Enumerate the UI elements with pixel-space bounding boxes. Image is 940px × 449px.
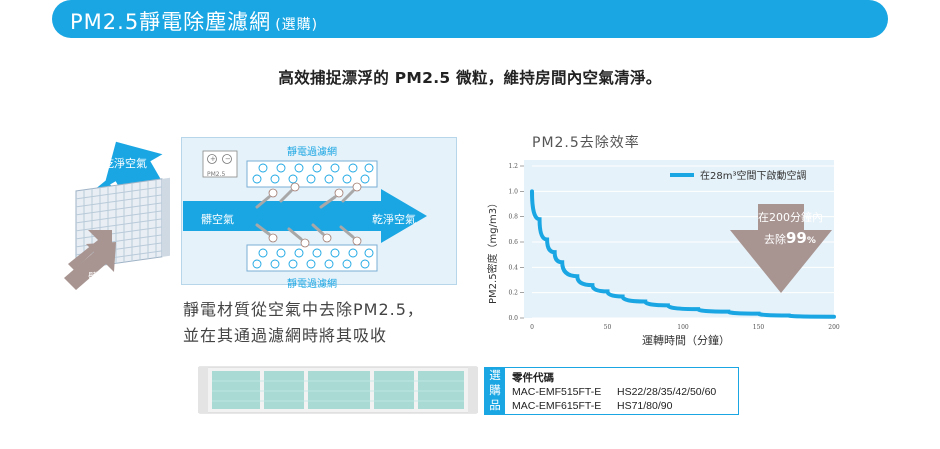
y-tick-label: 0.6	[508, 239, 518, 246]
headline: 高效捕捉漂浮的 PM2.5 微粒，維持房間內空氣清淨。	[278, 69, 662, 87]
left-clean-air-label: 乾淨空氣	[103, 157, 147, 170]
part-code-row: MAC-EMF515FT-E HS22/28/35/42/50/60	[512, 385, 716, 399]
y-tick-label: 1.0	[508, 188, 518, 195]
diagram-clean-air-label: 乾淨空氣	[372, 213, 416, 226]
title-subtitle: (選購)	[275, 17, 319, 33]
annotation-line-2: 去除99%	[764, 229, 816, 247]
part-code-row: MAC-EMF615FT-E HS71/80/90	[512, 399, 716, 413]
x-tick-label: 100	[677, 324, 689, 331]
x-tick-label: 50	[604, 324, 612, 331]
description: 靜電材質從空氣中去除PM2.5， 並在其通過濾網時將其吸收	[183, 297, 424, 349]
purchase-tag: 選 購 品	[485, 368, 505, 414]
filter-product-image	[198, 366, 478, 414]
airflow-arrow	[183, 189, 427, 243]
diagram-dirty-air-label: 髒空氣	[201, 213, 234, 226]
x-axis-label: 運轉時間（分鐘）	[642, 333, 730, 347]
pm25-removal-chart: PM2.5去除效率 0.0 0.2 0.4 0.6 0.8 1.0 1.2 0 50 100 15…	[486, 134, 840, 347]
purchase-tag-char-1: 選	[489, 368, 501, 382]
y-tick-label: 0.4	[508, 264, 518, 271]
part-code-heading: 零件代碼	[512, 372, 554, 384]
purchase-tag-char-2: 購	[489, 383, 501, 397]
description-line-2: 並在其通過濾網時將其吸收	[183, 326, 388, 345]
filter-block	[75, 177, 170, 270]
x-tick-label: 150	[753, 324, 765, 331]
y-tick-label: 0.0	[508, 315, 518, 322]
part-code: MAC-EMF515FT-E	[512, 386, 602, 398]
x-tick-label: 200	[828, 324, 840, 331]
legend-label: 在28m³空間下啟動空調	[700, 169, 806, 182]
purchase-tag-char-3: 品	[489, 398, 501, 412]
chart-x-ticks: 0 50 100 150 200	[530, 324, 840, 331]
annotation-arrow	[730, 204, 832, 293]
part-models: HS22/28/35/42/50/60	[617, 386, 717, 398]
title-text: PM2.5靜電除塵濾網	[70, 10, 272, 34]
diagram-bottom-label: 靜電過濾網	[287, 279, 337, 290]
header-banner	[52, 0, 888, 38]
y-tick-label: 1.2	[508, 163, 518, 170]
diagram-top-label: 靜電過濾網	[287, 147, 337, 158]
x-tick-label: 0	[530, 324, 534, 331]
description-line-1: 靜電材質從空氣中去除PM2.5，	[183, 300, 424, 319]
svg-text:+: +	[210, 155, 216, 163]
y-tick-label: 0.8	[508, 214, 518, 221]
chart-y-ticks: 0.0 0.2 0.4 0.6 0.8 1.0 1.2	[508, 163, 524, 322]
svg-text:−: −	[225, 155, 231, 163]
part-code: MAC-EMF615FT-E	[512, 400, 602, 412]
part-models: HS71/80/90	[617, 400, 673, 412]
purchase-info-box: 選 購 品 零件代碼 MAC-EMF515FT-E HS22/28/35/42/5…	[484, 367, 739, 415]
chart-title: PM2.5去除效率	[532, 134, 640, 151]
part-code-list: 零件代碼 MAC-EMF515FT-E HS22/28/35/42/50/60 M…	[512, 371, 716, 413]
y-tick-label: 0.2	[508, 290, 518, 297]
dirty-air-arrow-icon	[68, 230, 112, 270]
filter-diagram-art: + −	[183, 150, 427, 272]
left-dirty-air-label: 髒空氣	[88, 271, 121, 284]
page-title: PM2.5靜電除塵濾網 (選購)	[70, 6, 318, 36]
diagram-left-art	[64, 141, 170, 290]
diagram-pm-label: PM2.5	[207, 171, 226, 178]
annotation-line-1: 在200分鐘內	[758, 210, 823, 224]
series-line	[530, 189, 836, 319]
y-axis-label: PM2.5密度（mg/m3）	[486, 198, 499, 304]
